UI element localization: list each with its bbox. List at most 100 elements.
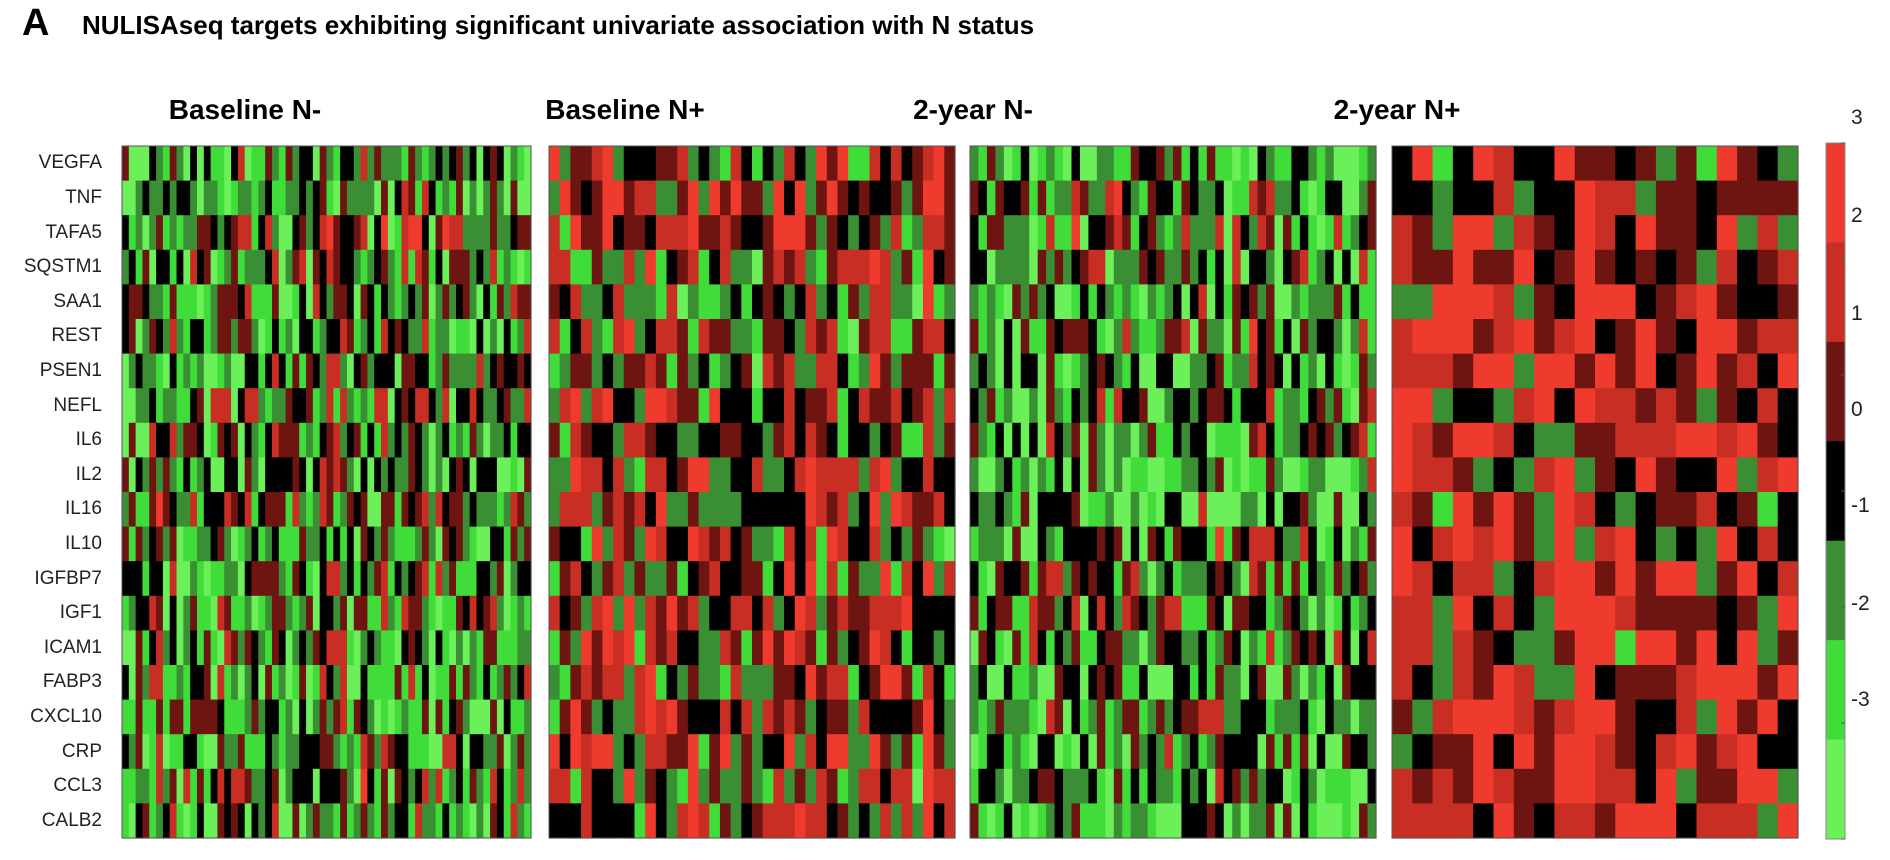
heatmap-cell xyxy=(1308,422,1318,458)
heatmap-cell xyxy=(1215,180,1225,216)
heatmap-cell xyxy=(784,595,796,631)
heatmap-cell xyxy=(156,284,164,320)
heatmap-cell xyxy=(1696,457,1718,493)
heatmap-cell xyxy=(346,665,355,701)
heatmap-cell xyxy=(623,249,636,285)
heatmap-cell xyxy=(122,665,130,701)
heatmap-cell xyxy=(1513,561,1535,597)
heatmap-cell xyxy=(1534,284,1555,320)
heatmap-cell xyxy=(1096,492,1106,528)
heatmap-cell xyxy=(142,768,150,804)
heatmap-cell xyxy=(340,595,348,631)
heatmap-cell xyxy=(401,630,409,666)
heatmap-cell xyxy=(1392,422,1413,458)
heatmap-cell xyxy=(156,665,164,701)
heatmap-cell xyxy=(1432,561,1454,597)
heatmap-cell xyxy=(169,422,178,458)
heatmap-cell xyxy=(524,803,532,839)
heatmap-cell xyxy=(933,561,945,597)
heatmap-cell xyxy=(1473,803,1495,839)
heatmap-cell xyxy=(456,422,464,458)
heatmap-cell xyxy=(848,561,860,597)
heatmap-cell xyxy=(1139,422,1149,458)
heatmap-cell xyxy=(1071,734,1081,770)
heatmap-cell xyxy=(1473,215,1495,251)
heatmap-cell xyxy=(251,734,259,770)
heatmap-cell xyxy=(1063,249,1073,285)
heatmap-cell xyxy=(549,146,561,182)
heatmap-cell xyxy=(1359,526,1369,562)
heatmap-cell xyxy=(258,353,266,389)
heatmap-cell xyxy=(196,595,205,631)
heatmap-cell xyxy=(190,699,198,735)
heatmap-cell xyxy=(687,353,700,389)
heatmap-cell xyxy=(1054,492,1064,528)
heatmap-cell xyxy=(666,215,678,251)
heatmap-cell xyxy=(752,526,764,562)
heatmap-cell xyxy=(428,734,437,770)
heatmap-cell xyxy=(1333,249,1343,285)
heatmap-cell xyxy=(581,630,593,666)
heatmap-cell xyxy=(333,146,341,182)
heatmap-cell xyxy=(462,561,471,597)
heatmap-cell xyxy=(1130,803,1140,839)
heatmap-cell xyxy=(581,734,593,770)
heatmap-cell xyxy=(258,734,266,770)
heatmap-cell xyxy=(623,492,636,528)
heatmap-cell xyxy=(408,249,416,285)
heatmap-cell xyxy=(346,561,355,597)
heatmap-cell xyxy=(401,388,409,424)
heatmap-cell xyxy=(381,249,389,285)
heatmap-cell xyxy=(1452,734,1474,770)
heatmap-cell xyxy=(169,595,178,631)
heatmap-cell xyxy=(666,422,678,458)
heatmap-cell xyxy=(1113,561,1123,597)
heatmap-cell xyxy=(1173,768,1183,804)
heatmap-cell xyxy=(1181,457,1191,493)
heatmap-cell xyxy=(1096,595,1106,631)
heatmap-cell xyxy=(169,734,178,770)
heatmap-cell xyxy=(912,388,924,424)
heatmap-cell xyxy=(244,803,253,839)
heatmap-cell xyxy=(922,595,935,631)
heatmap-cell xyxy=(271,561,280,597)
heatmap-cell xyxy=(149,699,157,735)
heatmap-cell xyxy=(490,180,498,216)
heatmap-cell xyxy=(687,768,700,804)
heatmap-cell xyxy=(258,768,266,804)
heatmap-cell xyxy=(203,595,212,631)
heatmap-cell xyxy=(210,768,219,804)
heatmap-cell xyxy=(1215,699,1225,735)
heatmap-cell xyxy=(237,630,246,666)
heatmap-cell xyxy=(1333,284,1343,320)
heatmap-cell xyxy=(1249,595,1259,631)
heatmap-cell xyxy=(933,388,945,424)
heatmap-cell xyxy=(326,422,334,458)
heatmap-cell xyxy=(394,665,403,701)
heatmap-cell xyxy=(285,284,294,320)
heatmap-cell xyxy=(1164,595,1174,631)
heatmap-cell xyxy=(944,319,956,355)
heatmap-cell xyxy=(265,768,273,804)
heatmap-cell xyxy=(933,630,945,666)
heatmap-cell xyxy=(1615,215,1637,251)
heatmap-cell xyxy=(1139,768,1149,804)
heatmap-cell xyxy=(1574,215,1596,251)
heatmap-cell xyxy=(1716,249,1738,285)
heatmap-cell xyxy=(231,353,239,389)
heatmap-cell xyxy=(135,353,144,389)
heatmap-cell xyxy=(421,595,430,631)
heatmap-cell xyxy=(258,526,266,562)
heatmap-cell xyxy=(1282,699,1293,735)
heatmap-cell xyxy=(1257,388,1267,424)
heatmap-cell xyxy=(1282,284,1293,320)
heatmap-cell xyxy=(970,457,980,493)
heatmap-cell xyxy=(258,249,266,285)
heatmap-cell xyxy=(210,180,219,216)
heatmap-cell xyxy=(1412,734,1434,770)
heatmap-cell xyxy=(490,492,498,528)
heatmap-cell xyxy=(278,319,287,355)
heatmap-cell xyxy=(1189,180,1199,216)
heatmap-cell xyxy=(1342,561,1352,597)
heatmap-cell xyxy=(762,492,774,528)
